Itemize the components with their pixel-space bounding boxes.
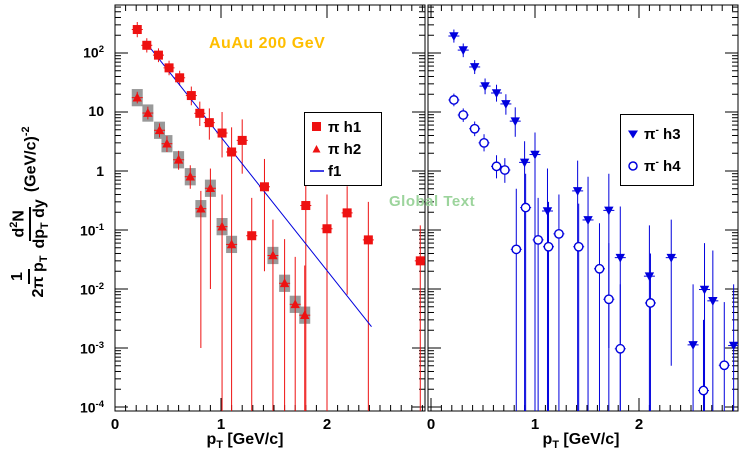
- legend-label-h1: π h1: [328, 118, 362, 136]
- y-tick-label-10: 10: [88, 103, 104, 119]
- legend-right: π- h3 π- h4: [620, 114, 694, 186]
- markers-h1: [132, 25, 425, 266]
- y-title-fraction-1: 1 2π pT: [9, 256, 50, 298]
- h4-circle-marker-icon: [628, 161, 638, 171]
- y-tick-label-0.1: 10-1: [79, 222, 104, 239]
- legend-label-h4: π- h4: [644, 157, 681, 175]
- markers-h3: [449, 32, 738, 351]
- error-bars-h2: [131, 91, 311, 411]
- plot-title: AuAu 200 GeV: [209, 35, 326, 52]
- h1-square-marker-icon: [312, 122, 321, 131]
- legend-entry-h1: π h1: [310, 119, 376, 136]
- y-tick-label-0.01: 10-2: [79, 281, 104, 298]
- x-tick-left-0: 0: [110, 416, 120, 433]
- legend-label-h3: π- h3: [644, 125, 681, 143]
- y-axis-title: 1 2π pT d2N dpT dy (GeV/c)-2: [2, 91, 58, 333]
- error-bars-h3: [448, 29, 738, 411]
- legend-entry-f1: f1: [310, 163, 376, 180]
- panel-frame-left: [114, 4, 426, 412]
- legend-entry-h3: π- h3: [626, 125, 688, 143]
- y-title-frac2-denominator: dpT dy: [31, 199, 52, 249]
- x-axis-title-left: pT [GeV/c]: [206, 431, 284, 452]
- panel-frame-right: [427, 4, 739, 412]
- panel-content-right: [448, 29, 738, 411]
- x-tick-left-1: 1: [216, 416, 226, 433]
- y-tick-label-100: 102: [83, 44, 104, 61]
- h2-triangle-marker-icon: [312, 145, 321, 153]
- markers-h2: [132, 92, 310, 319]
- global-text-annotation: Global Text: [389, 193, 476, 210]
- y-tick-label-1: 1: [96, 163, 104, 179]
- f1-line-icon: [310, 170, 324, 172]
- y-tick-label-0.001: 10-3: [79, 340, 104, 357]
- sys-error-boxes-h2: [131, 89, 311, 324]
- markers-h4: [448, 95, 730, 396]
- axis-ticks-left: [115, 5, 425, 411]
- legend-left: π h1 π h2 f1: [304, 112, 382, 186]
- legend-entry-h4: π- h4: [626, 157, 688, 175]
- legend-label-f1: f1: [328, 162, 342, 180]
- x-tick-right-2: 2: [634, 416, 644, 433]
- legend-label-h2: π h2: [328, 140, 362, 158]
- y-title-frac1-denominator: 2π pT: [29, 255, 51, 298]
- x-axis-title-right: pT [GeV/c]: [542, 431, 620, 452]
- y-title-frac2-numerator: d2N: [8, 207, 32, 241]
- panel-content-left: [131, 22, 425, 411]
- h3-triangle-down-marker-icon: [628, 130, 638, 139]
- y-title-fraction-2: d2N dpT dy: [8, 199, 52, 249]
- x-tick-right-1: 1: [530, 416, 540, 433]
- fit-line-f1: [144, 40, 372, 327]
- y-tick-label-0.0001: 10-4: [79, 399, 104, 416]
- y-title-frac1-numerator: 1: [9, 269, 30, 284]
- x-tick-right-0: 0: [426, 416, 436, 433]
- y-title-units: (GeV/c)-2: [19, 126, 40, 193]
- axis-ticks-right: [428, 5, 738, 411]
- x-tick-left-2: 2: [322, 416, 332, 433]
- legend-entry-h2: π h2: [310, 141, 376, 158]
